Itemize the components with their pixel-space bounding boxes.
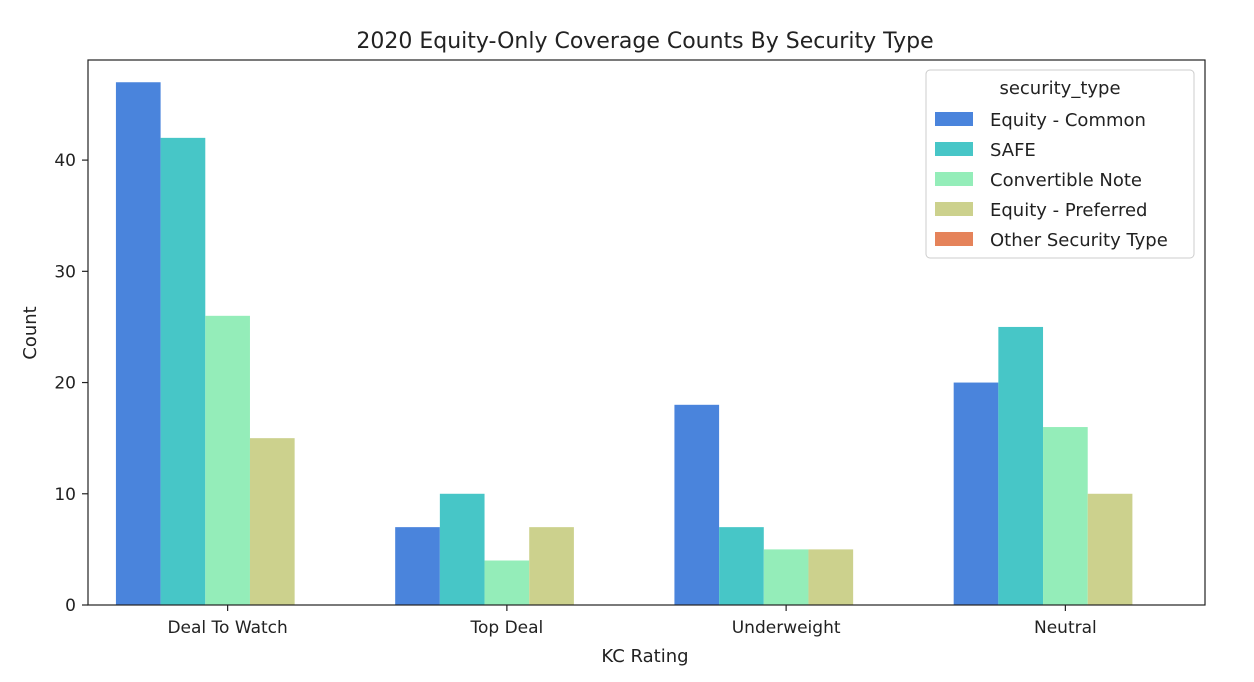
bar (205, 315, 250, 605)
bar (1043, 427, 1088, 605)
bar (395, 527, 440, 605)
bar (249, 438, 295, 605)
legend-label: SAFE (990, 140, 1036, 161)
x-tick-label: Deal To Watch (167, 618, 287, 638)
bar (808, 549, 854, 605)
chart-title: 2020 Equity-Only Coverage Counts By Secu… (356, 29, 933, 54)
legend-swatch (935, 112, 973, 126)
plot-frame (87, 59, 1206, 606)
legend-title: security_type (999, 78, 1120, 99)
legend: security_type Equity - Common SAFE Convert… (925, 69, 1195, 259)
legend-swatch (935, 142, 973, 156)
bar (529, 527, 574, 605)
legend-label: Equity - Preferred (990, 200, 1147, 221)
x-tick-label: Top Deal (469, 618, 543, 638)
legend-items: Equity - Common SAFE Convertible Note Equit… (935, 110, 1168, 251)
bar (674, 404, 720, 605)
bar (484, 560, 530, 605)
bar (439, 493, 485, 605)
y-tick-label: 20 (54, 374, 76, 394)
bar (953, 382, 999, 605)
y-tick-label: 30 (54, 262, 76, 282)
y-tick-label: 0 (65, 596, 76, 616)
legend-swatch (935, 232, 973, 246)
legend-swatch (935, 202, 973, 216)
legend-swatch (935, 172, 973, 186)
legend-frame (925, 69, 1195, 259)
bar (998, 326, 1044, 605)
x-tick-label: Neutral (1034, 618, 1097, 638)
bar (115, 82, 161, 606)
x-tick-label: Underweight (732, 618, 841, 638)
bar (160, 137, 206, 605)
bar (1087, 493, 1133, 605)
legend-label: Equity - Common (990, 110, 1146, 131)
y-tick-label: 10 (54, 485, 76, 505)
y-tick-label: 40 (54, 151, 76, 171)
plot-area: 0 10 20 30 40 Deal To Watch Top Deal Underweigh… (54, 59, 1206, 638)
bar (763, 549, 809, 605)
bar (719, 527, 764, 605)
legend-label: Other Security Type (990, 230, 1168, 251)
x-axis-label: KC Rating (601, 646, 688, 667)
legend-label: Convertible Note (990, 170, 1142, 191)
y-axis-label: Count (20, 306, 41, 359)
